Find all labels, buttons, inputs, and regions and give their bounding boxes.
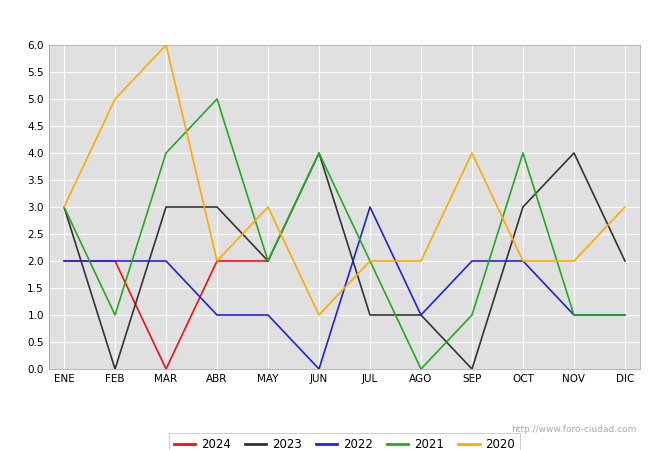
2020 [417,258,425,264]
2020 [60,204,68,210]
2022 [366,204,374,210]
2022 [162,258,170,264]
2020 [111,96,119,102]
2020 [315,312,323,318]
Line: 2022: 2022 [64,207,625,369]
2021 [213,96,221,102]
2021 [417,366,425,372]
2020 [570,258,578,264]
2021 [468,312,476,318]
2020 [468,150,476,156]
Line: 2024: 2024 [64,261,268,369]
2023 [417,312,425,318]
2023 [519,204,527,210]
2024 [264,258,272,264]
2022 [468,258,476,264]
Line: 2021: 2021 [64,99,625,369]
2020 [519,258,527,264]
2021 [264,258,272,264]
2023 [213,204,221,210]
2022 [213,312,221,318]
2022 [264,312,272,318]
2021 [315,150,323,156]
2022 [315,366,323,372]
Text: Matriculaciones de Vehiculos en Ataun: Matriculaciones de Vehiculos en Ataun [165,11,485,29]
2020 [264,204,272,210]
2022 [60,258,68,264]
2023 [315,150,323,156]
2023 [111,366,119,372]
2021 [519,150,527,156]
2020 [213,258,221,264]
Line: 2020: 2020 [64,45,625,315]
2021 [111,312,119,318]
2022 [417,312,425,318]
2023 [366,312,374,318]
Text: http://www.foro-ciudad.com: http://www.foro-ciudad.com [512,425,637,434]
2022 [111,258,119,264]
2022 [570,312,578,318]
2021 [60,204,68,210]
2020 [162,42,170,48]
2023 [162,204,170,210]
2022 [519,258,527,264]
2023 [60,204,68,210]
2020 [366,258,374,264]
2020 [621,204,629,210]
2024 [111,258,119,264]
Line: 2023: 2023 [64,153,625,369]
2021 [570,312,578,318]
2021 [162,150,170,156]
Legend: 2024, 2023, 2022, 2021, 2020: 2024, 2023, 2022, 2021, 2020 [169,433,520,450]
2023 [468,366,476,372]
2024 [213,258,221,264]
2024 [60,258,68,264]
2021 [621,312,629,318]
2024 [162,366,170,372]
2023 [621,258,629,264]
2023 [264,258,272,264]
2022 [621,312,629,318]
2021 [366,258,374,264]
2023 [570,150,578,156]
